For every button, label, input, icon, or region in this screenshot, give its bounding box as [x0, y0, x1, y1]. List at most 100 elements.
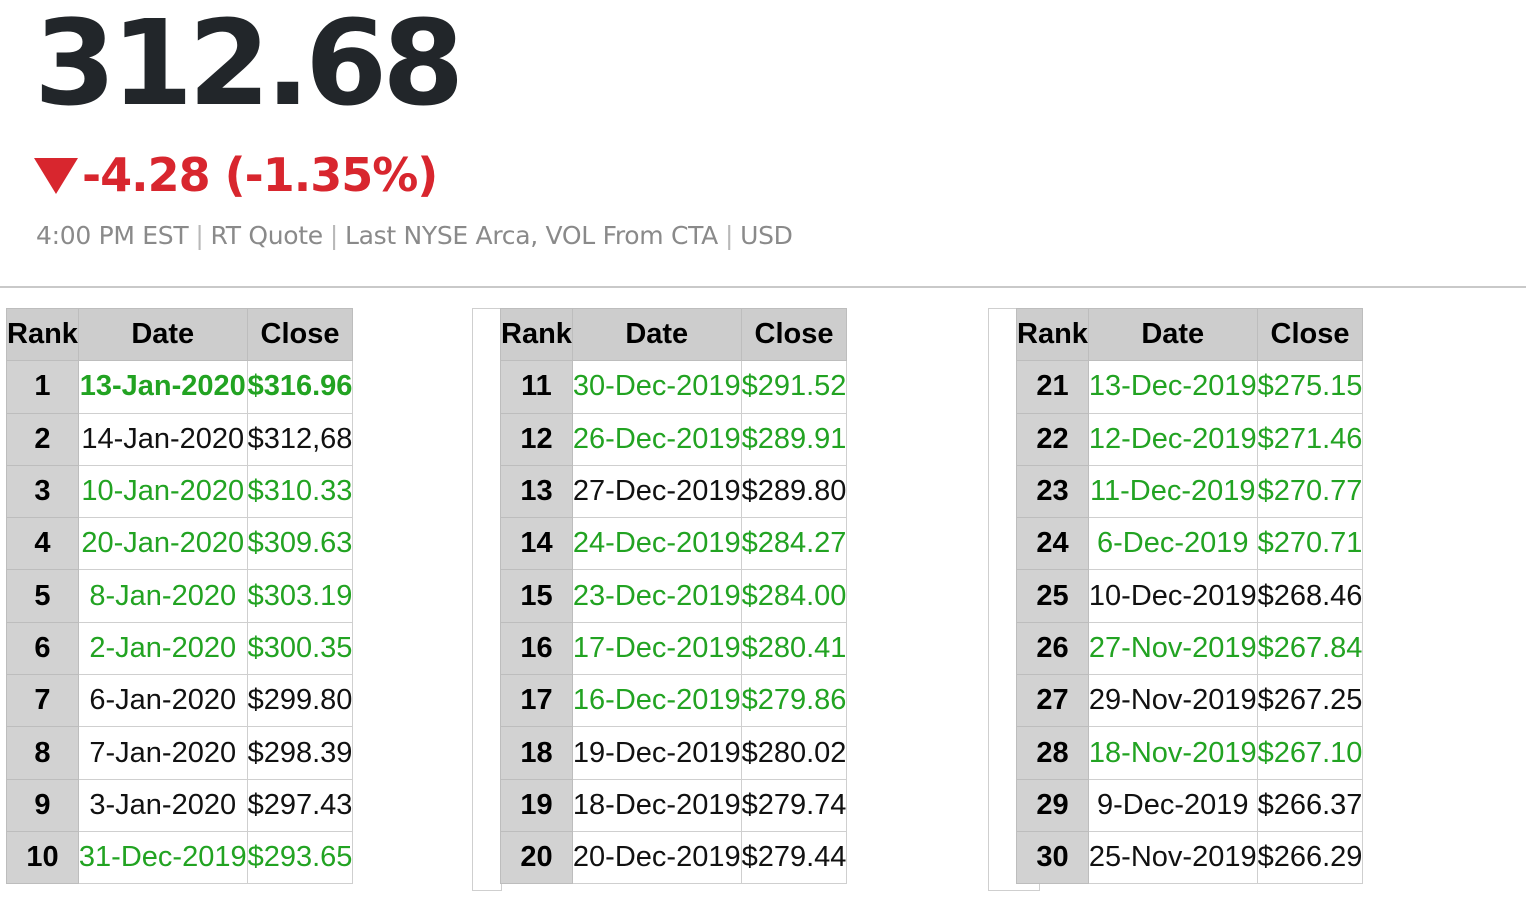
table-header-row: Rank Date Close	[6, 307, 354, 362]
table-row: 25 10-Dec-2019 $268.46	[1016, 569, 1364, 623]
date-cell: 18-Dec-2019	[571, 778, 742, 832]
table-gap	[472, 308, 502, 891]
header-date: Date	[77, 307, 248, 362]
table-row: 24 6-Dec-2019 $270.71	[1016, 517, 1364, 571]
date-cell: 24-Dec-2019	[571, 517, 742, 571]
close-cell: $279.44	[740, 830, 848, 885]
price-change-value: -4.28 (-1.35%)	[82, 148, 438, 202]
rank-cell: 3	[6, 464, 79, 519]
rank-cell: 21	[1016, 360, 1089, 414]
quote-currency: USD	[740, 221, 793, 250]
close-cell: $275.15	[1256, 360, 1364, 414]
header-close: Close	[246, 307, 354, 362]
date-cell: 27-Nov-2019	[1087, 621, 1258, 676]
date-cell: 7-Jan-2020	[77, 726, 248, 780]
table-row: 5 8-Jan-2020 $303.19	[6, 569, 354, 623]
date-cell: 11-Dec-2019	[1087, 464, 1258, 519]
rank-cell: 29	[1016, 778, 1089, 832]
rank-cell: 9	[6, 778, 79, 832]
close-cell: $279.74	[740, 778, 848, 832]
table-row: 12 26-Dec-2019 $289.91	[500, 412, 848, 466]
table-row: 29 9-Dec-2019 $266.37	[1016, 778, 1364, 832]
date-cell: 20-Jan-2020	[77, 517, 248, 571]
quote-type: RT Quote	[210, 221, 323, 250]
meta-separator: |	[329, 221, 338, 250]
date-cell: 12-Dec-2019	[1087, 412, 1258, 466]
date-cell: 27-Dec-2019	[571, 464, 742, 519]
date-cell: 14-Jan-2020	[77, 412, 248, 466]
close-cell: $293.65	[246, 830, 354, 885]
rank-cell: 20	[500, 830, 573, 885]
date-cell: 19-Dec-2019	[571, 726, 742, 780]
rank-cell: 22	[1016, 412, 1089, 466]
close-cell: $312,68	[246, 412, 354, 466]
close-cell: $297.43	[246, 778, 354, 832]
table-row: 30 25-Nov-2019 $266.29	[1016, 830, 1364, 885]
table-row: 3 10-Jan-2020 $310.33	[6, 464, 354, 519]
table-header-row: Rank Date Close	[1016, 307, 1364, 362]
close-cell: $310.33	[246, 464, 354, 519]
close-cell: $300.35	[246, 621, 354, 676]
close-cell: $291.52	[740, 360, 848, 414]
date-cell: 17-Dec-2019	[571, 621, 742, 676]
table-row: 1 13-Jan-2020 $316.96	[6, 360, 354, 414]
header-rank: Rank	[1016, 307, 1089, 362]
close-cell: $284.00	[740, 569, 848, 623]
header-rank: Rank	[6, 307, 79, 362]
table-row: 2 14-Jan-2020 $312,68	[6, 412, 354, 466]
table-row: 14 24-Dec-2019 $284.27	[500, 517, 848, 571]
table-row: 28 18-Nov-2019 $267.10	[1016, 726, 1364, 780]
close-cell: $299.80	[246, 674, 354, 728]
header-date: Date	[1087, 307, 1258, 362]
date-cell: 30-Dec-2019	[571, 360, 742, 414]
table-row: 10 31-Dec-2019 $293.65	[6, 830, 354, 885]
triangle-down-icon	[34, 158, 78, 194]
last-price: 312.68	[34, 0, 464, 132]
close-cell: $280.02	[740, 726, 848, 780]
close-cell: $270.71	[1256, 517, 1364, 571]
close-cell: $284.27	[740, 517, 848, 571]
date-cell: 13-Dec-2019	[1087, 360, 1258, 414]
rank-cell: 2	[6, 412, 79, 466]
close-cell: $303.19	[246, 569, 354, 623]
table-row: 19 18-Dec-2019 $279.74	[500, 778, 848, 832]
date-cell: 3-Jan-2020	[77, 778, 248, 832]
date-cell: 31-Dec-2019	[77, 830, 248, 885]
table-row: 17 16-Dec-2019 $279.86	[500, 674, 848, 728]
rank-cell: 28	[1016, 726, 1089, 780]
date-cell: 2-Jan-2020	[77, 621, 248, 676]
table-row: 8 7-Jan-2020 $298.39	[6, 726, 354, 780]
table-row: 18 19-Dec-2019 $280.02	[500, 726, 848, 780]
date-cell: 6-Dec-2019	[1087, 517, 1258, 571]
rank-cell: 4	[6, 517, 79, 571]
rank-table-3: Rank Date Close 21 13-Dec-2019 $275.15 22 12-De…	[1016, 307, 1364, 885]
rank-cell: 16	[500, 621, 573, 676]
rank-cell: 5	[6, 569, 79, 623]
close-cell: $316.96	[246, 360, 354, 414]
rank-cell: 30	[1016, 830, 1089, 885]
table-row: 21 13-Dec-2019 $275.15	[1016, 360, 1364, 414]
close-cell: $280.41	[740, 621, 848, 676]
date-cell: 9-Dec-2019	[1087, 778, 1258, 832]
rank-cell: 23	[1016, 464, 1089, 519]
date-cell: 6-Jan-2020	[77, 674, 248, 728]
header-close: Close	[740, 307, 848, 362]
rank-cell: 8	[6, 726, 79, 780]
price-change: -4.28 (-1.35%)	[34, 146, 438, 204]
meta-separator: |	[195, 221, 204, 250]
table-row: 20 20-Dec-2019 $279.44	[500, 830, 848, 885]
rank-cell: 6	[6, 621, 79, 676]
rank-cell: 17	[500, 674, 573, 728]
rank-cell: 11	[500, 360, 573, 414]
header-close: Close	[1256, 307, 1364, 362]
close-cell: $267.84	[1256, 621, 1364, 676]
close-cell: $309.63	[246, 517, 354, 571]
table-row: 13 27-Dec-2019 $289.80	[500, 464, 848, 519]
date-cell: 29-Nov-2019	[1087, 674, 1258, 728]
rank-cell: 19	[500, 778, 573, 832]
close-cell: $289.91	[740, 412, 848, 466]
header-rank: Rank	[500, 307, 573, 362]
header-date: Date	[571, 307, 742, 362]
quote-time: 4:00 PM EST	[36, 221, 189, 250]
table-row: 11 30-Dec-2019 $291.52	[500, 360, 848, 414]
